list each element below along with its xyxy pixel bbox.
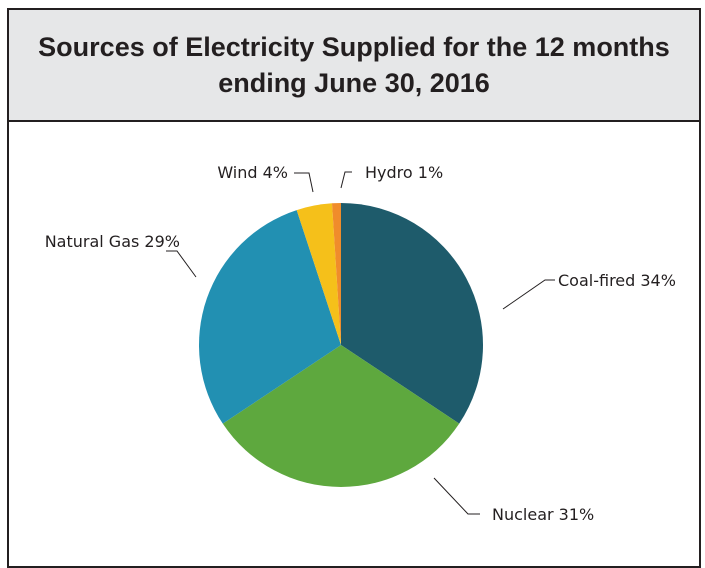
slice-label-4: Wind 4%	[217, 163, 288, 182]
slice-label-5: Hydro 1%	[365, 163, 443, 182]
title-box: Sources of Electricity Supplied for the …	[9, 10, 699, 122]
leader-line-2	[433, 477, 480, 515]
leader-line-1	[502, 279, 555, 310]
leader-lines	[166, 171, 555, 515]
slice-label-1: Coal-fired 34%	[558, 271, 676, 290]
chart-title-line-2: ending June 30, 2016	[218, 68, 490, 98]
chart-title: Sources of Electricity Supplied for the …	[28, 29, 680, 101]
pie-slice-4	[296, 203, 341, 345]
pie-slice-2	[222, 345, 460, 487]
chart-title-line-1: Sources of Electricity Supplied for the …	[38, 32, 670, 62]
pie-chart: Coal-fired 34% Nuclear 31% Natural Gas 29%…	[45, 163, 676, 524]
leader-line-5	[340, 171, 352, 189]
pie-slice-1	[341, 203, 483, 424]
slice-label-3: Natural Gas 29%	[45, 232, 180, 251]
pie-slices	[199, 203, 483, 487]
pie-slice-5	[331, 203, 341, 345]
pie-slice-3	[199, 210, 341, 424]
chart-frame: Sources of Electricity Supplied for the …	[7, 8, 701, 568]
leader-line-3	[166, 250, 197, 278]
slice-label-2: Nuclear 31%	[492, 505, 594, 524]
slice-labels: Coal-fired 34% Nuclear 31% Natural Gas 29%…	[45, 163, 676, 524]
leader-line-4	[294, 172, 314, 193]
